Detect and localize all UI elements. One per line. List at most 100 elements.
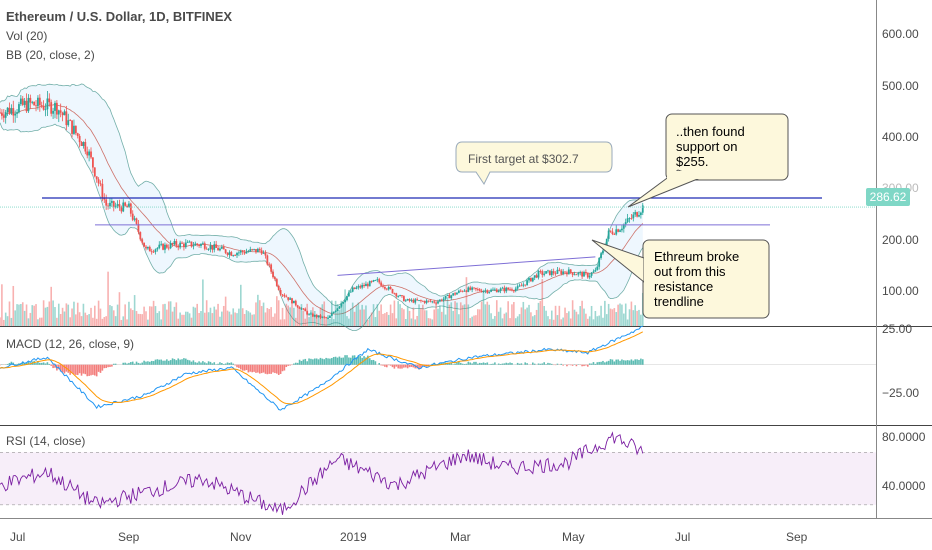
candle-body	[205, 248, 208, 250]
macd-histogram-bar	[232, 363, 235, 365]
callout-shapes	[455, 113, 789, 319]
rsi-pane	[0, 431, 876, 515]
candle-body	[615, 229, 618, 235]
candle-body	[169, 243, 172, 249]
candle-body	[167, 247, 170, 249]
candle-body	[537, 271, 540, 278]
candle-body	[14, 113, 17, 116]
macd-histogram-bar	[12, 362, 15, 365]
candle-body	[359, 286, 362, 288]
macd-histogram-bar	[482, 362, 485, 365]
volume-bar	[69, 317, 71, 326]
volume-bar	[526, 307, 528, 326]
candle-body	[251, 249, 254, 251]
macd-histogram-bar	[615, 359, 618, 365]
macd-indicator-label[interactable]: MACD (12, 26, close, 9)	[6, 337, 135, 351]
macd-histogram-bar	[298, 359, 301, 365]
macd-histogram-bar	[69, 364, 71, 375]
macd-histogram-bar	[154, 359, 157, 365]
volume-bar	[545, 310, 547, 326]
macd-histogram-bar	[338, 356, 341, 365]
volume-bar	[39, 317, 41, 326]
volume-bar	[245, 310, 248, 326]
volume-bar	[543, 306, 545, 326]
volume-bar	[564, 307, 566, 326]
macd-histogram-bar	[484, 363, 487, 365]
support-line-3: $255.	[676, 154, 709, 169]
macd-histogram-bar	[221, 363, 223, 365]
macd-histogram-bar	[42, 362, 45, 365]
candle-body	[137, 223, 140, 233]
macd-histogram-bar	[164, 360, 166, 365]
macd-histogram-bar	[203, 362, 206, 365]
candle-body	[378, 279, 381, 283]
candle-body	[619, 230, 621, 232]
support-callout[interactable]: ..then found support on $255.	[666, 118, 786, 175]
volume-bar	[425, 310, 428, 326]
volume-bar	[420, 308, 422, 326]
macd-histogram-bar	[556, 363, 559, 365]
candle-body	[478, 289, 481, 291]
candle-body	[336, 308, 339, 311]
macd-histogram-bar	[135, 361, 138, 365]
bollinger-fill	[0, 83, 643, 331]
candle-body	[380, 282, 383, 286]
volume-bar	[215, 309, 217, 326]
time-tick: Jul	[10, 530, 26, 544]
volume-bar	[183, 314, 185, 326]
volume-bar	[336, 304, 339, 326]
volume-bar	[185, 311, 187, 326]
volume-bar	[414, 319, 417, 326]
volume-bar	[291, 301, 293, 326]
volume-bar	[395, 318, 398, 326]
volume-bar	[505, 312, 508, 326]
bollinger-indicator-label[interactable]: BB (20, close, 2)	[6, 48, 95, 62]
macd-histogram-bar	[560, 363, 563, 365]
macd-histogram-bar	[272, 364, 274, 373]
macd-histogram-bar	[40, 362, 43, 365]
macd-histogram-bar	[370, 360, 373, 365]
macd-histogram-bar	[88, 364, 90, 376]
macd-histogram-bar	[122, 362, 125, 365]
macd-histogram-bar	[147, 361, 149, 365]
macd-histogram-bar	[124, 362, 126, 365]
candle-body	[76, 133, 79, 136]
macd-histogram-bar	[209, 361, 212, 365]
candle-body	[105, 199, 108, 206]
candle-body	[107, 205, 109, 207]
volume-bar	[429, 318, 432, 326]
candle-body	[109, 202, 111, 207]
macd-histogram-bar	[634, 359, 636, 365]
macd-histogram-bar	[357, 355, 360, 365]
candle-body	[438, 299, 441, 302]
candle-body	[31, 101, 34, 103]
first-target-label[interactable]: First target at $302.7	[468, 152, 579, 166]
volume-bar	[340, 300, 343, 326]
volume-bar	[478, 309, 481, 326]
candle-body	[266, 255, 269, 265]
volume-bar	[230, 314, 233, 326]
volume-bar	[368, 316, 371, 326]
volume-indicator-label[interactable]: Vol (20)	[6, 29, 48, 43]
rsi-indicator-label[interactable]: RSI (14, close)	[6, 434, 86, 448]
breakout-callout[interactable]: Ethreum broke out from this resistance t…	[644, 243, 768, 315]
volume-bar	[40, 317, 43, 326]
macd-histogram-bar	[310, 358, 312, 365]
rsi-tick: 40.0000	[882, 479, 926, 493]
macd-histogram-bar	[308, 358, 310, 365]
macd-histogram-bar	[293, 363, 295, 365]
macd-histogram-bar	[76, 364, 79, 375]
candle-body	[535, 275, 538, 278]
volume-bar	[175, 302, 178, 326]
candle-body	[38, 97, 41, 106]
volume-bar	[520, 307, 523, 326]
volume-bar	[181, 314, 183, 326]
candle-body	[361, 284, 364, 288]
candle-body	[605, 238, 608, 247]
macd-histogram-bar	[600, 361, 602, 365]
price-tick: 600.00	[882, 27, 919, 41]
candle-body	[63, 111, 66, 116]
candle-body	[475, 287, 477, 290]
